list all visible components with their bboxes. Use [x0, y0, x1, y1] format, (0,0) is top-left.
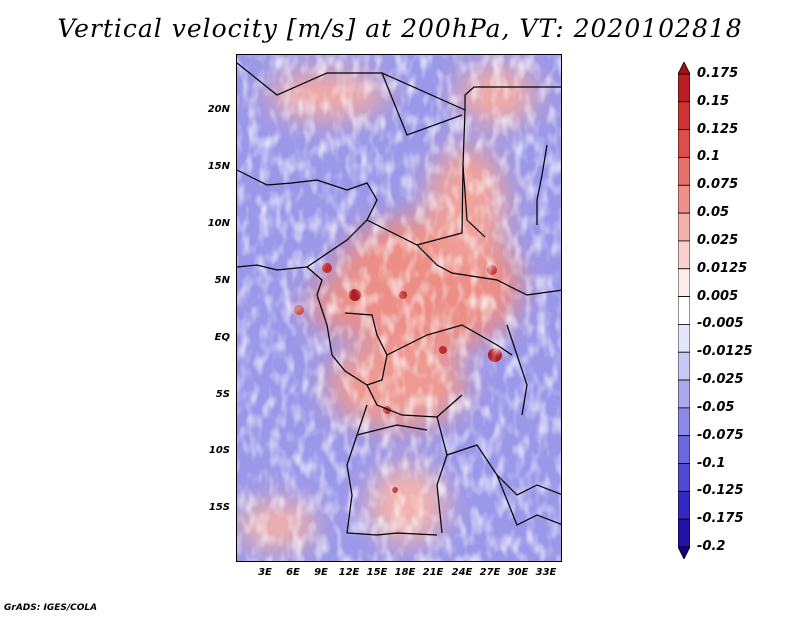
colorbar-tick-label: 0.05: [697, 205, 730, 221]
colorbar-segment: [678, 379, 690, 409]
colorbar-segment: [678, 407, 690, 437]
lon-label: 24E: [451, 567, 473, 578]
lon-label: 27E: [479, 567, 501, 578]
colorbar-segment: [678, 351, 690, 381]
colorbar-segment: [678, 435, 690, 464]
colorbar-tick-label: 0.075: [697, 177, 739, 193]
lat-label: 10N: [207, 218, 230, 229]
lon-label: 12E: [338, 567, 360, 578]
colorbar-top-triangle: [678, 62, 690, 75]
lat-label: 15N: [207, 161, 230, 172]
lat-label: 20N: [207, 104, 230, 115]
colorbar-segment: [678, 157, 690, 186]
lat-label: 5S: [215, 389, 230, 400]
colorbar-tick-label: -0.0125: [697, 344, 753, 360]
colorbar-segment: [678, 240, 690, 270]
lon-label: 6E: [286, 567, 300, 578]
colorbar-segment: [678, 463, 690, 492]
lon-label: 3E: [258, 567, 272, 578]
colorbar-segment: [678, 268, 690, 297]
colorbar-segment: [678, 490, 690, 520]
colorbar-segment: [678, 73, 690, 103]
country-borders: [237, 62, 561, 536]
velocity-field: [237, 55, 561, 561]
lon-label: 9E: [314, 567, 328, 578]
colorbar-tick-label: 0.0125: [697, 260, 748, 276]
colorbar-segment: [678, 129, 690, 158]
colorbar-bottom-triangle: [678, 546, 690, 559]
colorbar-tick-label: 0.15: [697, 93, 730, 109]
colorbar-segment: [678, 518, 690, 548]
colorbar-tick-label: -0.125: [697, 483, 744, 499]
lon-label: 21E: [422, 567, 444, 578]
lat-label: 5N: [214, 275, 230, 286]
lat-label: 10S: [208, 445, 230, 456]
colorbar-tick-label: 0.005: [697, 288, 739, 304]
colorbar-tick-label: 0.025: [697, 232, 739, 248]
lat-label: 15S: [208, 502, 230, 513]
credit-text: GrADS: IGES/COLA: [4, 603, 98, 613]
colorbar-tick-label: -0.025: [697, 372, 744, 388]
colorbar-tick-label: -0.005: [697, 316, 744, 332]
chart-title: Vertical velocity [m/s] at 200hPa, VT: 2…: [57, 14, 743, 43]
lon-label: 33E: [535, 567, 557, 578]
lon-label: 30E: [507, 567, 529, 578]
colorbar-tick-label: -0.175: [697, 511, 744, 527]
map-panel: [236, 54, 562, 562]
colorbar-tick-label: 0.175: [697, 66, 739, 81]
colorbar-tick-label: -0.05: [697, 399, 735, 415]
colorbar-segment: [678, 212, 690, 242]
colorbar-segment: [678, 296, 690, 325]
colorbar-tick-label: 0.1: [697, 149, 721, 165]
colorbar-tick-label: -0.1: [697, 455, 726, 471]
colorbar-tick-label: 0.125: [697, 121, 739, 137]
colorbar-tick-label: -0.075: [697, 427, 744, 443]
colorbar-segment: [678, 184, 690, 214]
colorbar: [678, 62, 690, 559]
texture-overlay: [237, 55, 561, 561]
lon-label: 18E: [394, 567, 416, 578]
lat-label: EQ: [214, 332, 230, 343]
lon-label: 15E: [366, 567, 388, 578]
colorbar-tick-label: -0.2: [697, 539, 726, 554]
colorbar-segment: [678, 101, 690, 131]
colorbar-segment: [678, 324, 690, 353]
